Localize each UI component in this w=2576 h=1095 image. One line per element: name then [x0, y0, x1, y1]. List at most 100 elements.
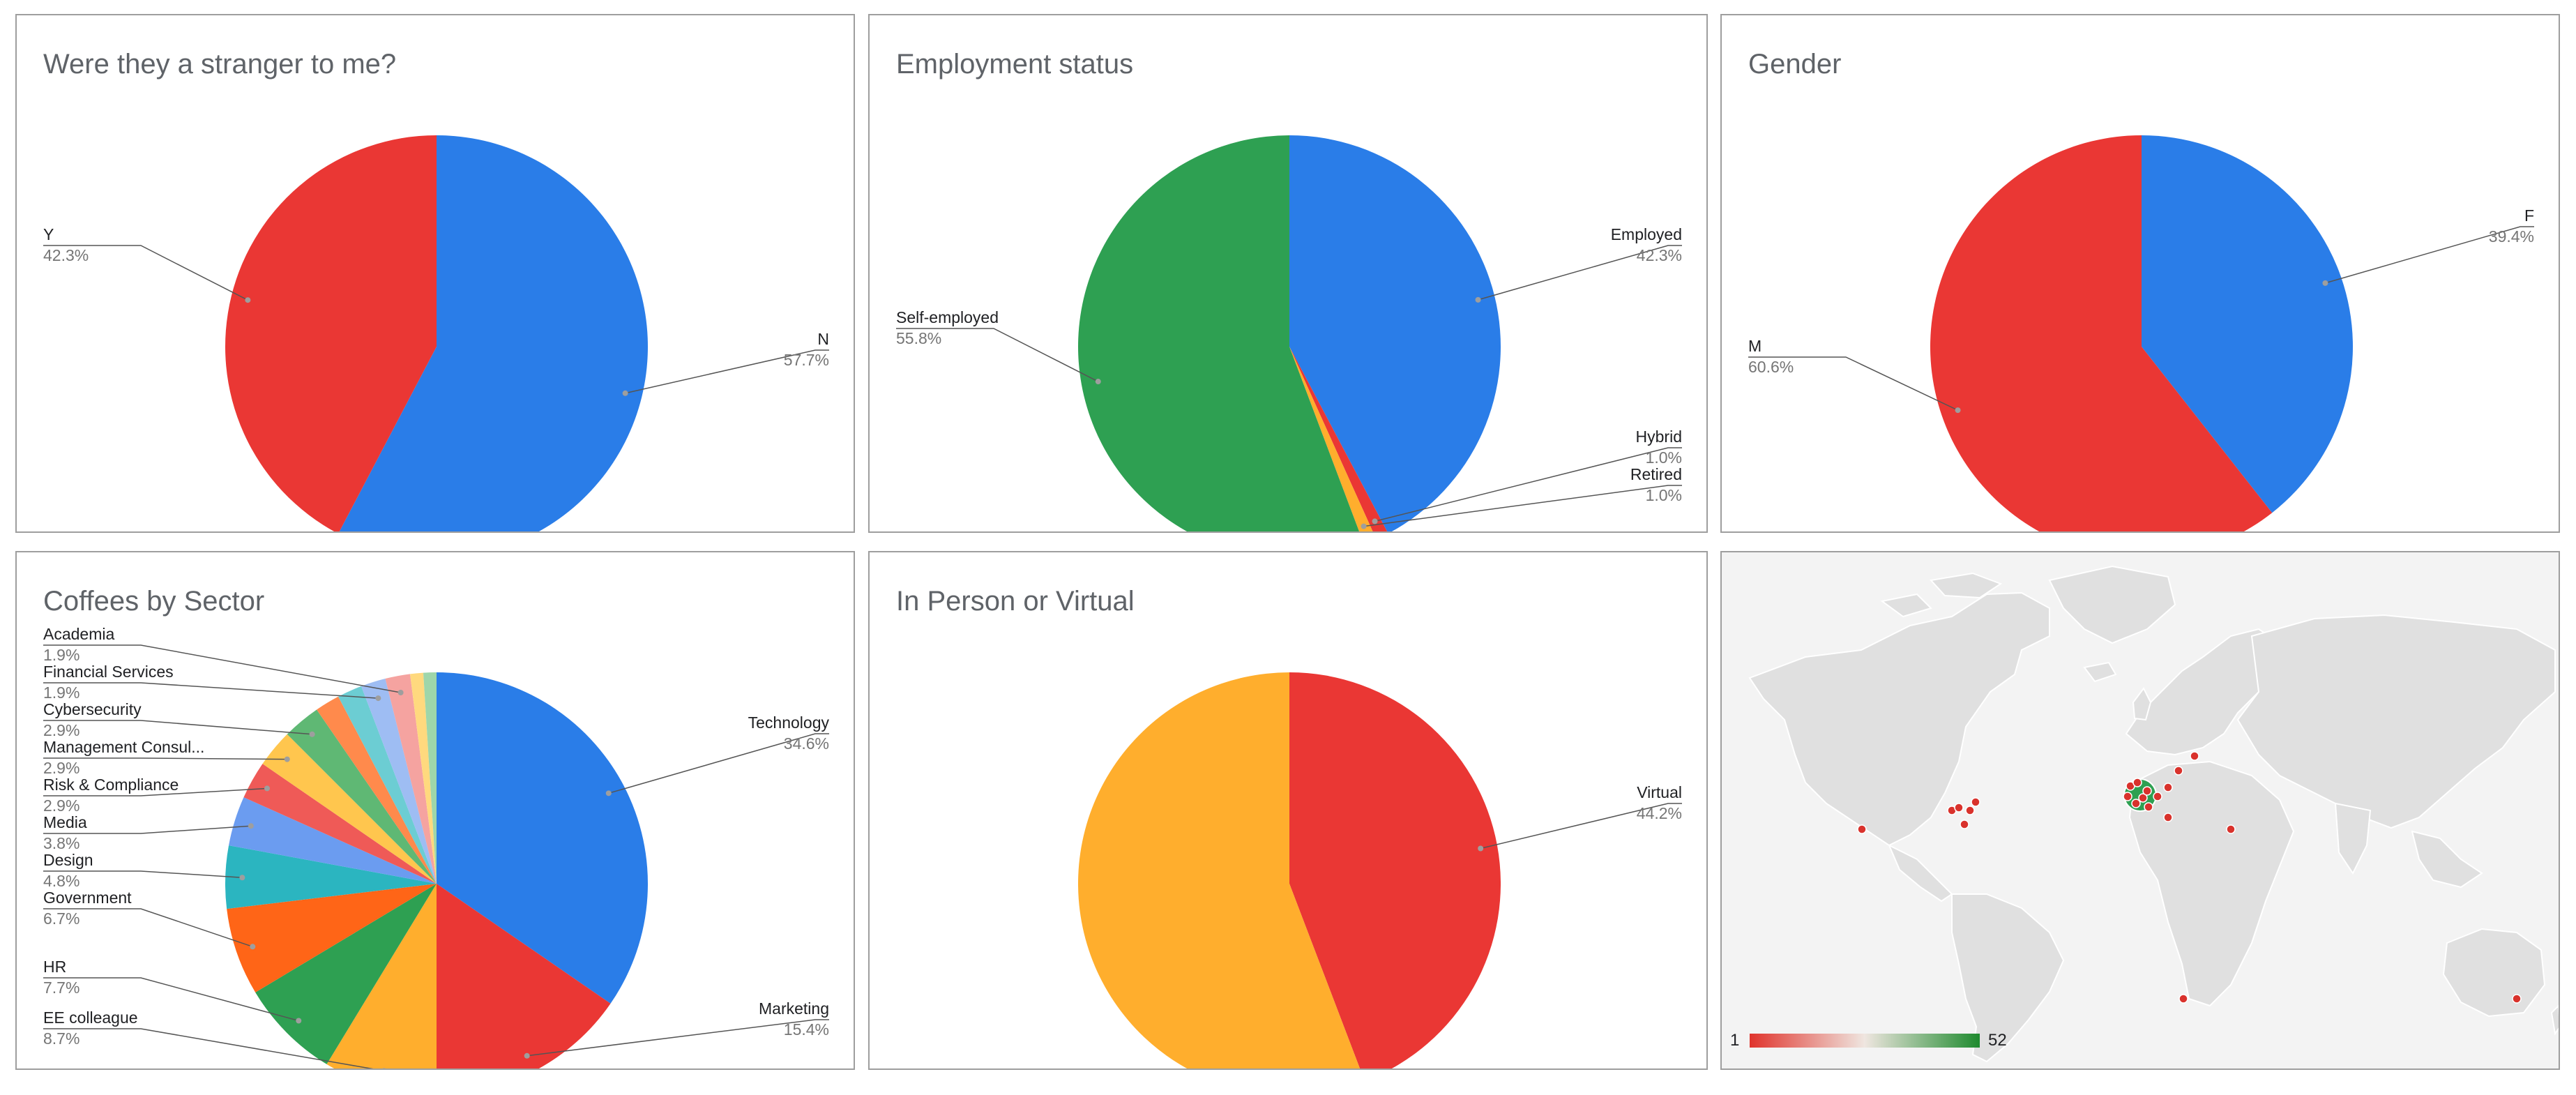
pie-leader-dot: [309, 731, 315, 737]
landmass-australia: [2442, 928, 2546, 1018]
pie-leader-dot: [1361, 523, 1367, 529]
pie-chart-sector: Technology 34.6% Marketing 15.4% EE colleagu…: [43, 625, 829, 1068]
map-marker: [1857, 824, 1867, 834]
pie-leader-dot: [296, 1018, 302, 1024]
chart-title: Were they a stranger to me?: [43, 49, 397, 80]
map-marker: [2153, 792, 2162, 801]
pie-label-value: 57.7%: [784, 351, 829, 369]
pie-label-value: 2.9%: [43, 721, 79, 739]
pie-slices: [225, 672, 649, 1068]
pie-leader-dot: [1475, 296, 1481, 303]
pie-leader-dot: [1478, 845, 1484, 852]
landmass-southeast-asia: [2411, 830, 2483, 889]
pie-leader-line: [43, 245, 248, 301]
pie-slice: [1930, 135, 2273, 531]
pie-chart-gender: F 39.4% M 60.6%: [1748, 135, 2534, 531]
pie-slice: [361, 679, 437, 884]
pie-chart-employment: Employed42.3%Hybrid1.0%Retired1.0%Self-e…: [896, 135, 1682, 531]
pie-slice: [287, 709, 437, 884]
pie-leader-dot: [245, 297, 251, 303]
pie-label-value: 1.9%: [43, 646, 79, 664]
pie-leader-line: [608, 733, 829, 794]
pie-slice: [423, 672, 437, 884]
pie-leader-dot: [248, 823, 254, 829]
pie-leader-line: [625, 349, 829, 394]
pie-slice: [262, 734, 437, 884]
landmass-new-zealand: [2550, 1004, 2559, 1036]
pie-leader-line: [526, 1019, 829, 1057]
pie-slice: [225, 845, 437, 909]
pie-leader-line: [2325, 226, 2534, 284]
pie-leader-line: [896, 328, 1099, 382]
pie-leader-dot: [1955, 407, 1961, 414]
pie-slice: [225, 135, 437, 531]
pie-labels: Technology 34.6% Marketing 15.4% EE colleagu…: [43, 625, 829, 1068]
map-marker: [2174, 766, 2183, 776]
pie-label-name: Government: [43, 889, 132, 907]
pie-slice: [1078, 672, 1361, 1068]
pie-leader-line: [43, 787, 268, 796]
pie-leader-line: [1363, 485, 1682, 527]
landmass-uk: [2132, 687, 2152, 721]
landmass-asia: [2236, 614, 2556, 829]
landmass-africa: [2128, 760, 2295, 1007]
pie-leader-line: [1748, 356, 1958, 411]
pie-label-value: 34.6%: [784, 734, 829, 753]
pie-slice: [317, 696, 437, 884]
pie-label-value: 42.3%: [43, 246, 89, 264]
pie-label-name: Financial Services: [43, 663, 174, 681]
pie-slice: [227, 884, 437, 992]
chart-panel-stranger: Were they a stranger to me? N 57.7% Y 42.3%: [15, 14, 855, 533]
map-legend-gradient: [1750, 1034, 1980, 1048]
pie-leader-line: [43, 644, 401, 693]
map-marker: [1965, 806, 1975, 815]
landmass-iceland: [2083, 661, 2117, 683]
pie-slice: [410, 672, 437, 884]
pie-labels: F 39.4% M 60.6%: [1748, 206, 2534, 414]
map-marker: [2190, 751, 2199, 761]
pie-slice: [1078, 135, 1360, 531]
pie-slices: [1078, 672, 1501, 1068]
map-marker: [1971, 797, 1980, 807]
pie-chart-inperson: Virtual 44.2%: [1078, 672, 1682, 1068]
pie-leader-line: [43, 908, 253, 948]
pie-label-name: Media: [43, 813, 87, 831]
pie-label-name: Hybrid: [1636, 428, 1682, 446]
world-map: [1722, 552, 2559, 1068]
pie-label-name: M: [1748, 337, 1761, 355]
map-marker: [1960, 820, 1969, 829]
chart-panel-inperson: In Person or Virtual Virtual 44.2%: [868, 551, 1708, 1070]
pie-leader-line: [43, 825, 251, 834]
pie-slice: [338, 686, 437, 884]
pie-label-value: 42.3%: [1637, 246, 1682, 264]
landmass-india: [2334, 802, 2372, 875]
landmass-central-america: [1888, 843, 1953, 903]
pie-label-name: EE colleague: [43, 1009, 138, 1027]
pie-label-value: 8.7%: [43, 1029, 79, 1048]
pie-label-value: 6.7%: [43, 909, 79, 928]
pie-slices: [1078, 135, 1501, 531]
map-marker: [2142, 786, 2152, 796]
pie-leader-dot: [2322, 280, 2328, 286]
pie-leader-dot: [375, 695, 381, 702]
pie-label-name: Y: [43, 225, 54, 243]
chart-title: In Person or Virtual: [896, 586, 1135, 617]
pie-leader-line: [43, 977, 299, 1022]
pie-label-value: 39.4%: [2489, 227, 2534, 246]
landmass-arctic-islands: [1880, 572, 2003, 618]
pie-leader-line: [1374, 447, 1682, 522]
map-marker: [2512, 994, 2522, 1004]
pie-leader-line: [1480, 803, 1682, 849]
map-marker: [2144, 802, 2153, 812]
landmass-north-america: [1748, 591, 2050, 847]
pie-slice: [326, 884, 437, 1068]
landmass-greenland: [2048, 565, 2176, 644]
pie-leader-line: [1478, 245, 1682, 301]
pie-slice: [2142, 135, 2353, 513]
pie-label-value: 2.9%: [43, 759, 79, 777]
pie-label-name: Self-employed: [896, 308, 999, 326]
pie-slice: [437, 884, 611, 1068]
chart-panel-gender: Gender F 39.4% M 60.6%: [1720, 14, 2560, 533]
pie-leader-dot: [605, 790, 612, 796]
pie-slice: [229, 797, 437, 884]
